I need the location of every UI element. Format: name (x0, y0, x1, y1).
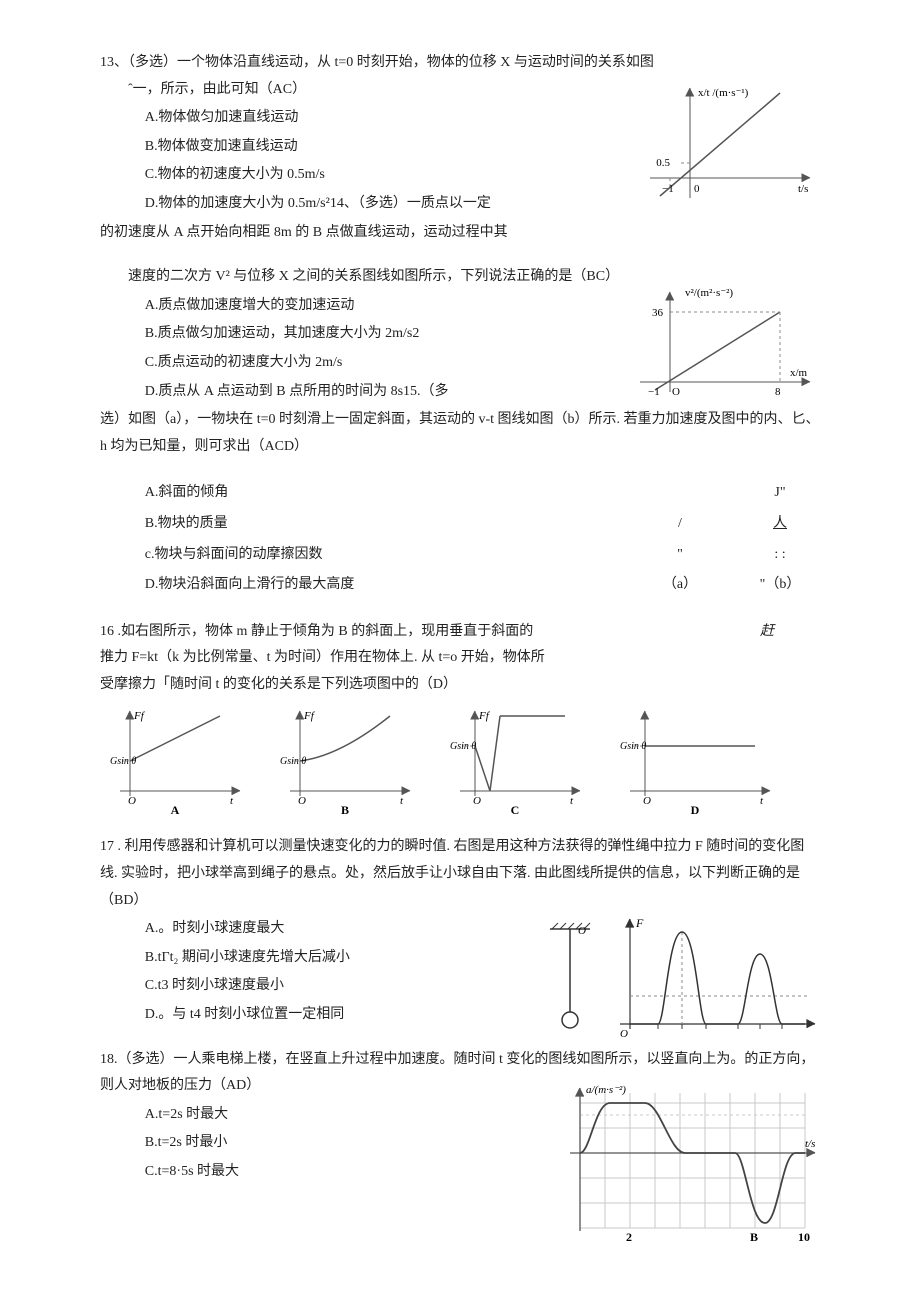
q15-mark-r1c3: J" (740, 480, 820, 507)
q16-stem-line1: 16 .如右图所示，物体 m 静止于倾角为 B 的斜面上，现用垂直于斜面的 (100, 619, 760, 646)
svg-text:B: B (341, 803, 349, 816)
chart-b-icon: Ff Gsin θ O t B (280, 706, 420, 816)
q13-stem-line1: 13、（多选）一个物体沿直线运动，从 t=0 时刻开始，物体的位移 X 与运动时… (100, 50, 820, 77)
q16-charts: Ff Gsin θ O t A Ff Gsin θ O t B (100, 706, 820, 816)
x-axis-label: t/s (798, 183, 808, 195)
svg-text:Ff: Ff (303, 710, 316, 722)
question-14: 速度的二次方 V² 与位移 X 之间的关系图线如图所示，下列说法正确的是（BC）… (100, 264, 820, 460)
svg-text:Ff: Ff (133, 710, 146, 722)
question-13: 13、（多选）一个物体沿直线运动，从 t=0 时刻开始，物体的位移 X 与运动时… (100, 50, 820, 246)
x-axis-label: x/m (790, 367, 808, 379)
svg-text:O: O (578, 925, 586, 937)
q15-mark-r2c2: / (620, 511, 740, 538)
svg-text:t/s: t/s (805, 1138, 815, 1150)
svg-text:O: O (473, 795, 481, 807)
force-time-graph-icon: O (540, 914, 820, 1044)
x-intercept-label: −1 (662, 183, 674, 195)
svg-text:O: O (128, 795, 136, 807)
svg-text:O: O (643, 795, 651, 807)
question-17: 17 . 利用传感器和计算机可以测量快速变化的力的瞬时值. 右图是用这种方法获得… (100, 834, 820, 1028)
q17-figure: O (540, 914, 820, 1055)
origin-label: 0 (694, 183, 700, 195)
svg-text:C: C (511, 803, 520, 816)
svg-text:A: A (171, 803, 180, 816)
acceleration-time-graph-icon: a/(m·s⁻²) t/s 2 B 10 (550, 1073, 820, 1243)
y-axis-label: v²/(m²·s⁻²) (685, 287, 733, 299)
svg-text:Gsin θ: Gsin θ (280, 756, 306, 767)
svg-text:a/(m·s⁻²): a/(m·s⁻²) (586, 1084, 626, 1096)
svg-text:Ff: Ff (478, 710, 491, 722)
svg-text:t: t (570, 795, 574, 807)
svg-text:D: D (691, 803, 700, 816)
svg-text:t: t (230, 795, 234, 807)
q15-option-c: c.物块与斜面间的动摩擦因数 (100, 542, 620, 569)
svg-text:10: 10 (798, 1230, 810, 1243)
origin-label: O (672, 386, 680, 398)
xt-graph-icon: x/t /(m·s⁻¹) t/s 0.5 −1 0 (640, 78, 820, 218)
q14-figure: v²/(m²·s⁻²) 36 x/m −1 O 8 (630, 282, 820, 423)
question-16: 16 .如右图所示，物体 m 静止于倾角为 B 的斜面上，现用垂直于斜面的 赶 … (100, 619, 820, 817)
y-intercept-label: 0.5 (656, 157, 670, 169)
chart-d-icon: Gsin θ O t D (620, 706, 780, 816)
q15-mark-r3c3: : : (740, 542, 820, 569)
question-15-options: A.斜面的倾角 J" B.物块的质量 / 人 c.物块与斜面间的动摩擦因数 " … (100, 478, 820, 600)
q15-mark-r4c3: "（b） (740, 572, 820, 599)
q16-stem-line2: 推力 F=kt（k 为比例常量、t 为时间）作用在物体上. 从 t=o 开始，物… (100, 645, 820, 672)
q15-mark-r3c2: " (620, 542, 740, 569)
question-18: 18.（多选）一人乘电梯上楼，在竖直上升过程中加速度。随时间 t 变化的图线如图… (100, 1047, 820, 1186)
q15-mark-r2c3: 人 (740, 511, 820, 538)
q16-stem-line3: 受摩擦力「随时间 t 的变化的关系是下列选项图中的（D） (100, 672, 820, 699)
svg-text:O: O (298, 795, 306, 807)
svg-text:t: t (400, 795, 404, 807)
q18-figure: a/(m·s⁻²) t/s 2 B 10 (550, 1073, 820, 1254)
y-value-label: 36 (652, 307, 664, 319)
q15-option-a: A.斜面的倾角 (100, 480, 620, 507)
svg-text:F: F (635, 916, 644, 930)
svg-text:2: 2 (626, 1230, 632, 1243)
chart-a-icon: Ff Gsin θ O t A (110, 706, 250, 816)
q15-option-b: B.物块的质量 (100, 511, 620, 538)
svg-text:Gsin θ: Gsin θ (110, 756, 136, 767)
svg-text:Gsin θ: Gsin θ (450, 741, 476, 752)
svg-text:t: t (760, 795, 764, 807)
svg-text:O: O (620, 1028, 628, 1040)
q16-mark: 赶 (760, 619, 820, 646)
x-pos-label: 8 (775, 386, 781, 398)
chart-c-icon: Ff Gsin θ O t C (450, 706, 590, 816)
y-axis-label: x/t /(m·s⁻¹) (698, 87, 749, 99)
svg-text:Gsin θ: Gsin θ (620, 741, 646, 752)
q15-mark-r4c2: （a） (620, 572, 740, 599)
q13-figure: x/t /(m·s⁻¹) t/s 0.5 −1 0 (640, 78, 820, 229)
v2-x-graph-icon: v²/(m²·s⁻²) 36 x/m −1 O 8 (630, 282, 820, 412)
x-neg-label: −1 (648, 386, 660, 398)
q17-stem: 17 . 利用传感器和计算机可以测量快速变化的力的瞬时值. 右图是用这种方法获得… (100, 834, 820, 914)
q15-option-d: D.物块沿斜面向上滑行的最大高度 (100, 572, 620, 599)
svg-text:B: B (750, 1230, 758, 1243)
